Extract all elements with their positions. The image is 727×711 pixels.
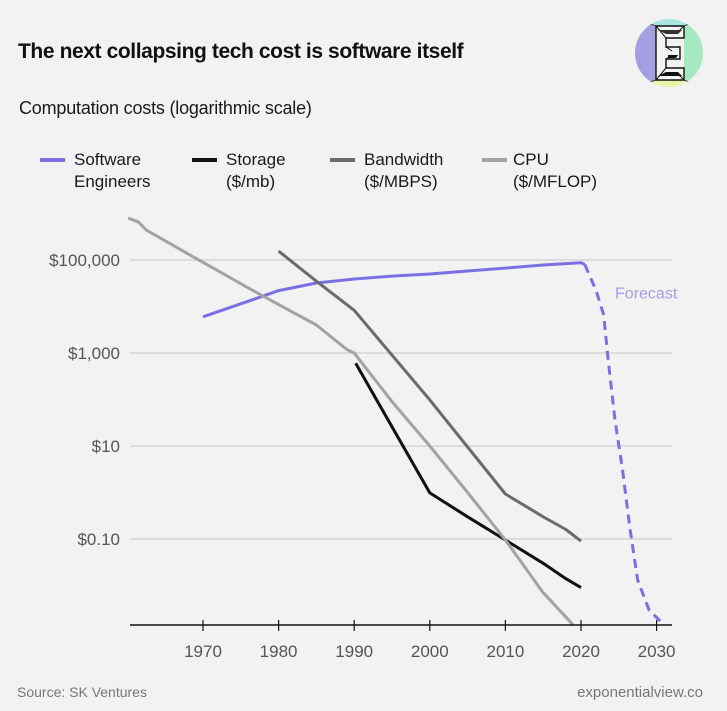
legend-swatch-storage [192, 158, 217, 162]
x-tick-label: 1980 [260, 642, 298, 661]
legend-swatch-bandwidth [330, 158, 355, 162]
y-tick-label: $1,000 [68, 344, 120, 363]
legend-item-bandwidth[interactable]: Bandwidth ($/MBPS) [330, 149, 443, 193]
y-tick-label: $0.10 [77, 530, 120, 549]
gridlines [130, 259, 672, 540]
legend-item-storage[interactable]: Storage ($/mb) [192, 149, 286, 193]
legend-label-software-engineers: Software Engineers [74, 150, 151, 191]
series-line-bandwidth-mbps [277, 249, 582, 543]
x-tick-label: 2010 [486, 642, 524, 661]
legend-label-storage: Storage ($/mb) [226, 150, 286, 191]
series-line-software-engineers [202, 261, 586, 319]
x-axis: 1970 1980 1990 2000 2010 2020 2030 [130, 620, 676, 661]
x-tick-label: 2020 [562, 642, 600, 661]
x-tick-label: 1990 [335, 642, 373, 661]
source-note: Source: SK Ventures [17, 684, 147, 700]
legend-swatch-software-engineers [40, 158, 65, 162]
x-tick-label: 2000 [411, 642, 449, 661]
legend-swatch-cpu [482, 158, 507, 162]
series-line-software-engineers-forecast [583, 263, 666, 627]
x-tick-label: 2030 [638, 642, 676, 661]
legend-item-cpu[interactable]: CPU ($/MFLOP) [482, 149, 597, 193]
site-credit[interactable]: exponentialview.co [577, 684, 703, 701]
series-line-cpu-mflop [127, 216, 575, 627]
annotations: Forecast [615, 286, 678, 303]
y-tick-label: $10 [92, 437, 120, 456]
exponential-view-logo-icon [635, 19, 703, 87]
chart-title: The next collapsing tech cost is softwar… [18, 40, 464, 63]
y-axis-ticks: $100,000 $1,000 $10 $0.10 [49, 251, 120, 549]
legend-label-cpu: CPU ($/MFLOP) [513, 150, 598, 191]
series-lines [127, 216, 666, 627]
chart-legend: Software Engineers Storage ($/mb) Bandwi… [0, 149, 727, 199]
chart-subtitle: Computation costs (logarithmic scale) [19, 98, 312, 118]
y-tick-label: $100,000 [49, 251, 120, 270]
legend-label-bandwidth: Bandwidth ($/MBPS) [364, 150, 444, 191]
legend-item-software-engineers[interactable]: Software Engineers [40, 149, 151, 193]
forecast-annotation: Forecast [615, 286, 678, 303]
x-tick-label: 1970 [184, 642, 222, 661]
